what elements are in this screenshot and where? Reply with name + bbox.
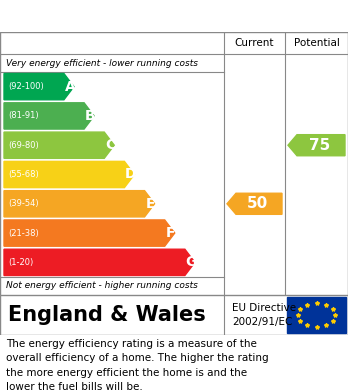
Text: Potential: Potential <box>294 38 339 48</box>
Polygon shape <box>4 220 175 246</box>
Text: (69-80): (69-80) <box>8 141 39 150</box>
Text: G: G <box>185 255 197 269</box>
Text: (1-20): (1-20) <box>8 258 33 267</box>
Text: C: C <box>105 138 116 152</box>
Text: (55-68): (55-68) <box>8 170 39 179</box>
Text: A: A <box>64 80 75 93</box>
Text: Energy Efficiency Rating: Energy Efficiency Rating <box>9 7 238 25</box>
Text: 75: 75 <box>309 138 330 153</box>
Polygon shape <box>288 135 345 156</box>
Polygon shape <box>4 74 74 100</box>
Text: Very energy efficient - lower running costs: Very energy efficient - lower running co… <box>6 59 198 68</box>
Text: 50: 50 <box>247 196 268 211</box>
Text: (21-38): (21-38) <box>8 229 39 238</box>
Text: England & Wales: England & Wales <box>8 305 206 325</box>
Bar <box>287 297 346 333</box>
Text: (39-54): (39-54) <box>8 199 39 208</box>
Text: Current: Current <box>235 38 274 48</box>
Text: (92-100): (92-100) <box>8 82 44 91</box>
Polygon shape <box>4 249 195 276</box>
Text: E: E <box>146 197 155 211</box>
Text: (81-91): (81-91) <box>8 111 39 120</box>
Text: B: B <box>85 109 95 123</box>
Polygon shape <box>4 191 155 217</box>
Text: Not energy efficient - higher running costs: Not energy efficient - higher running co… <box>6 282 198 291</box>
Polygon shape <box>4 161 134 188</box>
Polygon shape <box>4 103 94 129</box>
Text: EU Directive
2002/91/EC: EU Directive 2002/91/EC <box>232 303 296 326</box>
Text: D: D <box>125 167 136 181</box>
Polygon shape <box>227 193 282 214</box>
Text: The energy efficiency rating is a measure of the
overall efficiency of a home. T: The energy efficiency rating is a measur… <box>6 339 269 391</box>
Text: F: F <box>166 226 175 240</box>
Polygon shape <box>4 132 114 158</box>
